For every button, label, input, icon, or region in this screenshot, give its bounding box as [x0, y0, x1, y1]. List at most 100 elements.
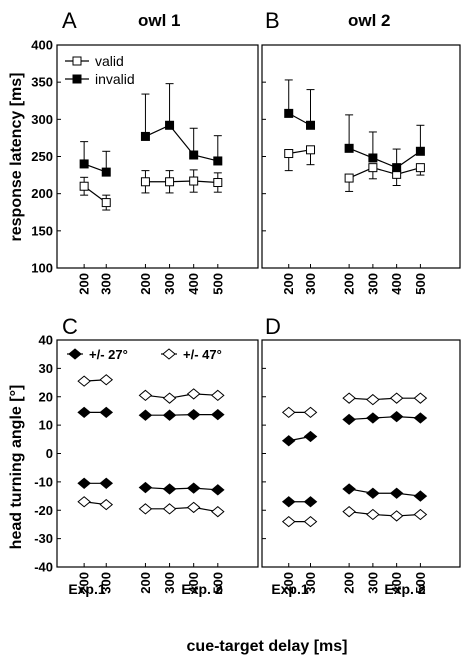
series--27- — [281, 410, 428, 508]
series--47- — [281, 392, 428, 528]
data-point — [306, 120, 316, 130]
data-point — [413, 412, 428, 424]
panel-letter-c: C — [62, 314, 78, 339]
x-tick-label: 200 — [281, 572, 296, 594]
data-point — [281, 515, 296, 528]
data-point — [281, 496, 296, 508]
data-point — [186, 388, 201, 400]
x-tick-label: 300 — [162, 273, 177, 295]
series-invalid — [79, 83, 223, 177]
data-point — [77, 406, 91, 419]
x-tick-label: 200 — [342, 572, 357, 594]
series-line — [349, 397, 421, 401]
data-point — [99, 477, 114, 489]
data-point — [162, 503, 177, 515]
data-point — [101, 198, 111, 208]
data-point — [413, 508, 428, 521]
y-axis-label-latency: response latency [ms] — [8, 73, 25, 242]
x-tick-label: 500 — [413, 572, 428, 594]
x-tick-label: 500 — [413, 273, 428, 295]
plot-frame — [56, 339, 259, 568]
y-tick-label: 150 — [31, 223, 53, 238]
legend-label: valid — [95, 53, 124, 69]
x-tick-label: 300 — [303, 572, 318, 594]
y-tick-label: 400 — [31, 38, 53, 53]
data-point — [211, 408, 225, 421]
series-line — [348, 147, 421, 169]
data-point — [368, 163, 378, 173]
series-line — [145, 180, 218, 184]
legend-label: +/- 47° — [183, 347, 222, 362]
panel-letter-a: A — [62, 8, 77, 33]
data-point — [344, 173, 354, 183]
data-point — [140, 177, 150, 187]
data-point — [99, 374, 114, 386]
data-point — [162, 483, 177, 495]
data-point — [389, 392, 404, 404]
data-point — [165, 177, 175, 187]
data-point — [186, 408, 201, 421]
exp2-label-right: Exp. 2 — [384, 581, 425, 597]
x-tick-label: 200 — [77, 572, 92, 594]
data-point — [344, 143, 354, 153]
data-point — [99, 498, 114, 511]
x-tick-label: 200 — [281, 273, 296, 295]
data-point — [77, 375, 91, 387]
data-point — [415, 146, 425, 156]
data-point — [306, 145, 316, 155]
data-point — [213, 156, 223, 166]
panel-c: -40 -30 -20 -10 0 10 20 30 40 200 300 200 300 400 500 +… — [34, 333, 259, 594]
data-point — [77, 496, 91, 508]
legend-label: invalid — [95, 71, 135, 87]
data-point — [389, 510, 404, 522]
data-point — [303, 430, 318, 443]
x-tick-label: 300 — [99, 572, 114, 594]
data-point — [138, 409, 153, 421]
data-point — [342, 413, 356, 426]
data-point — [79, 181, 89, 191]
data-point — [392, 163, 402, 173]
x-tick-label: 300 — [365, 273, 380, 295]
x-axis-label: cue-target delay [ms] — [187, 638, 348, 655]
x-tick-label: 200 — [138, 273, 153, 295]
x-tick-label: 200 — [342, 273, 357, 295]
data-point — [68, 348, 82, 360]
series--27- — [77, 406, 225, 496]
y-tick-label: -20 — [34, 503, 53, 518]
series-line — [349, 488, 421, 497]
data-point — [366, 508, 380, 521]
legend: valid invalid — [65, 53, 135, 87]
y-tick-label: 0 — [46, 446, 53, 461]
exp1-label-left: Exp.1 — [68, 581, 106, 597]
y-tick-label: -40 — [34, 560, 53, 575]
data-point — [138, 481, 153, 494]
y-tick-label: 40 — [39, 333, 53, 348]
data-point — [389, 410, 404, 423]
data-point — [162, 348, 176, 360]
y-tick-label: 30 — [39, 361, 53, 376]
x-tick-label: 200 — [138, 572, 153, 594]
series-line — [348, 167, 421, 179]
data-point — [413, 392, 428, 404]
x-tick-label: 200 — [77, 273, 92, 295]
x-tick-label: 400 — [186, 273, 201, 295]
data-point — [101, 167, 111, 177]
data-point — [99, 406, 114, 419]
data-point — [342, 392, 356, 404]
series-line — [145, 414, 218, 416]
data-point — [342, 483, 356, 495]
data-point — [342, 506, 356, 518]
series-line — [145, 393, 218, 399]
series-line — [145, 124, 218, 162]
owl2-title: owl 2 — [348, 11, 391, 30]
y-tick-label: 250 — [31, 149, 53, 164]
panel-a: 100 150 200 250 300 350 400 200 300 200 300 400 500 v… — [31, 38, 259, 295]
x-tick-label: 300 — [162, 572, 177, 594]
data-point — [189, 150, 199, 160]
data-point — [281, 406, 296, 419]
panel-letter-b: B — [265, 8, 280, 33]
data-point — [366, 487, 380, 499]
y-tick-label: -30 — [34, 531, 53, 546]
